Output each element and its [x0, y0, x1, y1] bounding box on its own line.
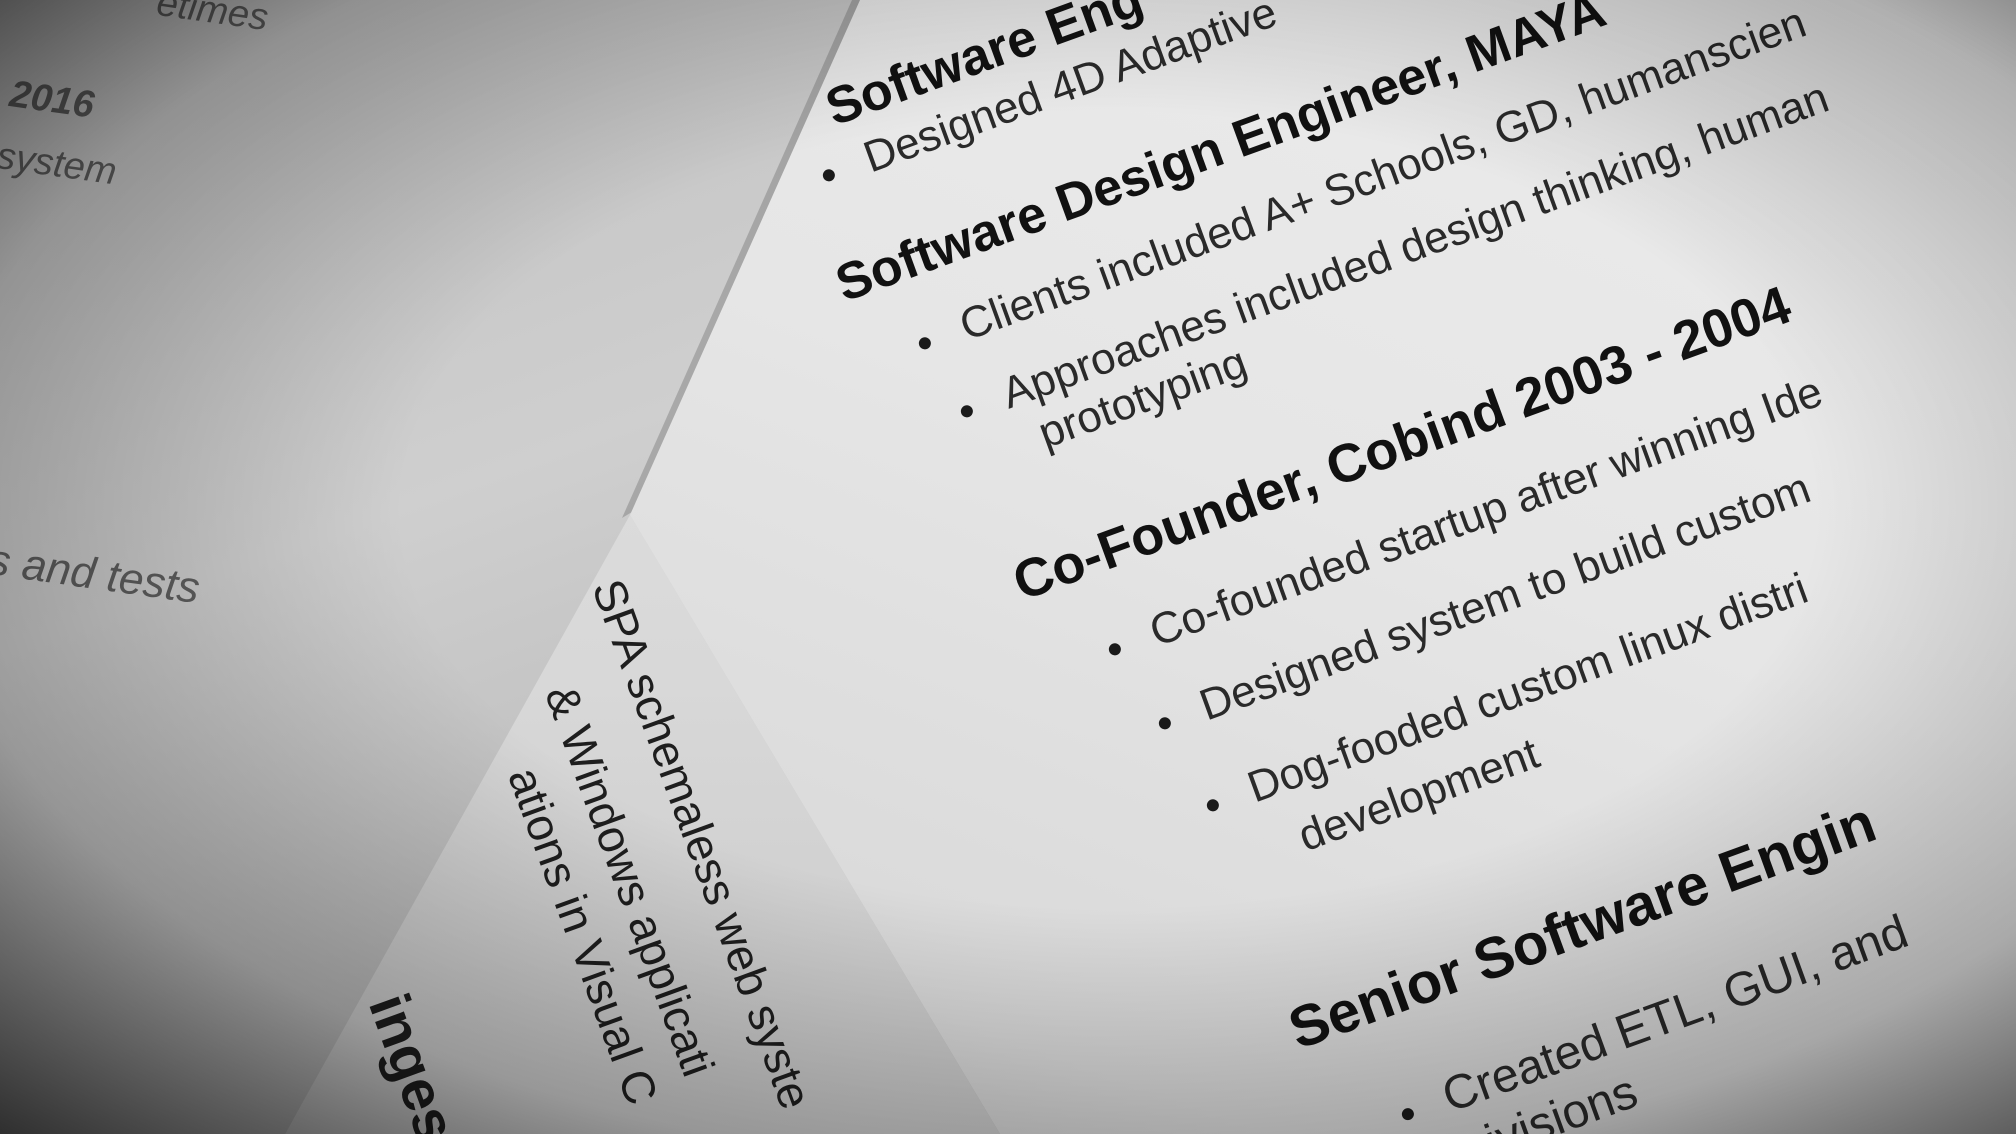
- bullet-dot: [1400, 1106, 1416, 1123]
- bullet-dot: [821, 167, 837, 184]
- bullet-dot: [917, 335, 933, 352]
- bullet-dot: [959, 403, 975, 420]
- bullet-dot: [1107, 641, 1123, 658]
- bullet-dot: [1157, 715, 1173, 732]
- bullet-dot: [1205, 797, 1221, 814]
